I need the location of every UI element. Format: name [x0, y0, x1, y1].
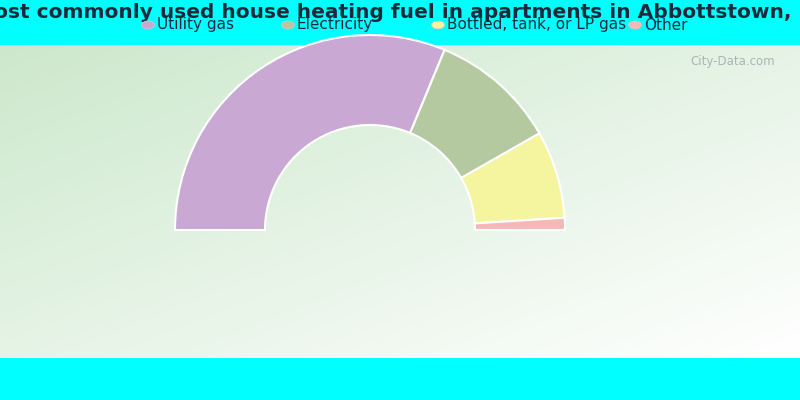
Wedge shape: [474, 218, 565, 230]
Wedge shape: [410, 50, 539, 178]
Text: Bottled, tank, or LP gas: Bottled, tank, or LP gas: [447, 18, 626, 32]
Text: City-Data.com: City-Data.com: [690, 55, 775, 68]
Ellipse shape: [282, 21, 294, 29]
Ellipse shape: [629, 21, 642, 29]
Text: Other: Other: [644, 18, 687, 32]
Ellipse shape: [142, 21, 154, 29]
Wedge shape: [175, 35, 445, 230]
Text: Most commonly used house heating fuel in apartments in Abbottstown, PA: Most commonly used house heating fuel in…: [0, 4, 800, 22]
Text: Utility gas: Utility gas: [157, 18, 234, 32]
Ellipse shape: [431, 21, 445, 29]
Text: Electricity: Electricity: [297, 18, 374, 32]
Wedge shape: [462, 133, 565, 224]
